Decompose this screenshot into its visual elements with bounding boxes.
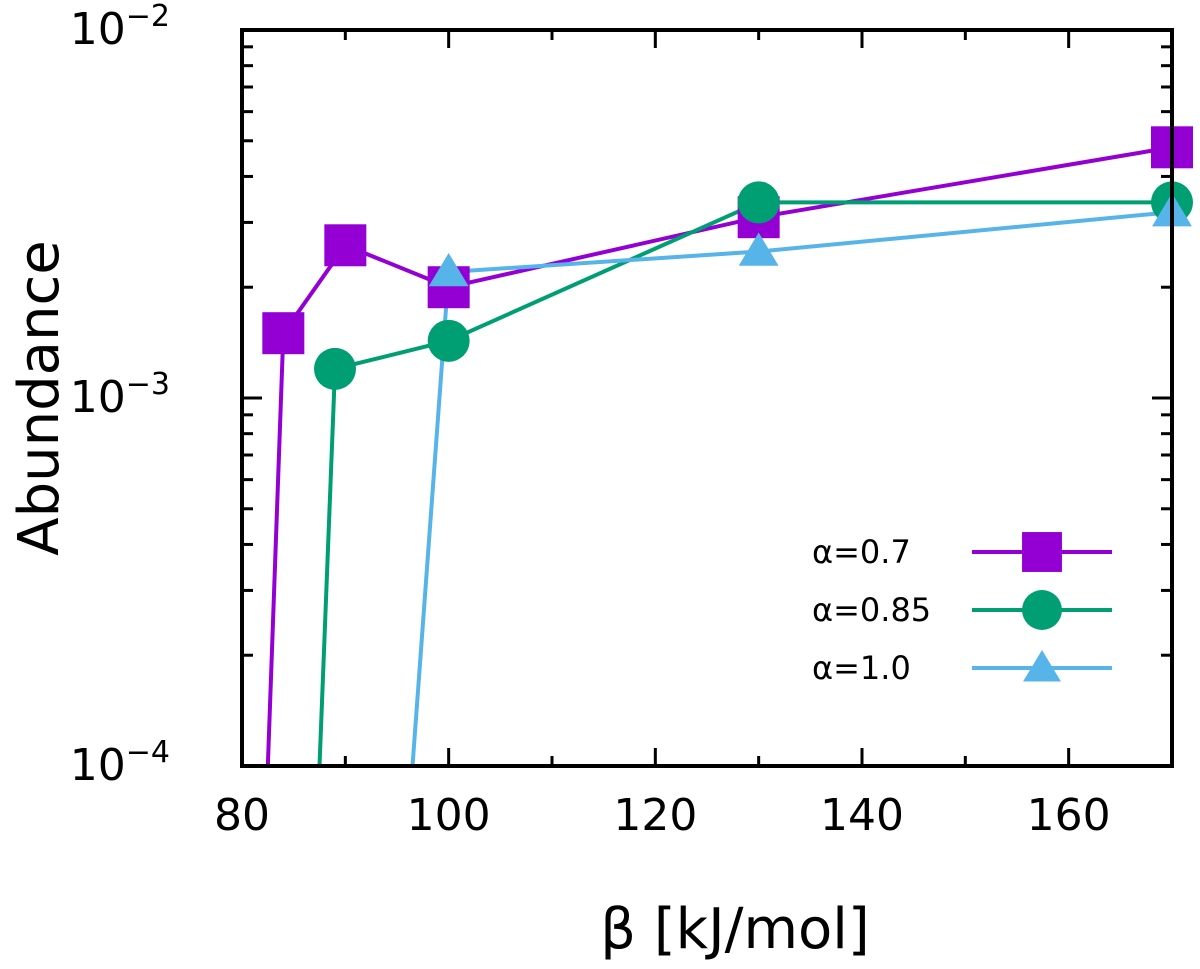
data-point-a085	[737, 181, 780, 224]
y-tick-label: 10−2	[70, 0, 170, 55]
legend-label: α=1.0	[812, 649, 911, 687]
y-tick-label: 10−3	[70, 367, 170, 423]
x-tick-label: 120	[613, 790, 697, 841]
legend-marker	[1023, 649, 1061, 682]
series-line-a070	[265, 145, 1173, 767]
legend-label: α=0.85	[812, 591, 931, 629]
x-tick-label: 80	[214, 790, 270, 841]
x-tick-label: 160	[1027, 790, 1111, 841]
series-line-a100	[410, 210, 1173, 767]
legend-marker	[1022, 590, 1062, 630]
data-point-a100	[738, 232, 779, 266]
x-tick-labels: 80 100 120 140 160	[214, 790, 1111, 841]
x-tick-label: 140	[820, 790, 904, 841]
data-point-a085	[314, 347, 356, 390]
data-point-a085	[427, 319, 470, 362]
y-tick-labels: 10−4 10−3 10−2	[70, 0, 170, 791]
legend-marker	[1022, 532, 1062, 572]
legend-label: α=0.7	[812, 533, 911, 571]
x-tick-label: 100	[407, 790, 491, 841]
plot-frame	[240, 28, 1174, 768]
axis-ticks	[240, 28, 1174, 768]
y-tick-label: 10−4	[70, 735, 170, 791]
x-axis-title: β [kJ/mol]	[600, 897, 869, 962]
y-axis-title: Abundance	[7, 240, 72, 555]
data-point-a070	[324, 224, 367, 267]
data-point-a070	[262, 312, 305, 355]
data-point-a100	[428, 252, 469, 287]
legend: α=0.7 α=0.85 α=1.0	[812, 532, 1112, 687]
